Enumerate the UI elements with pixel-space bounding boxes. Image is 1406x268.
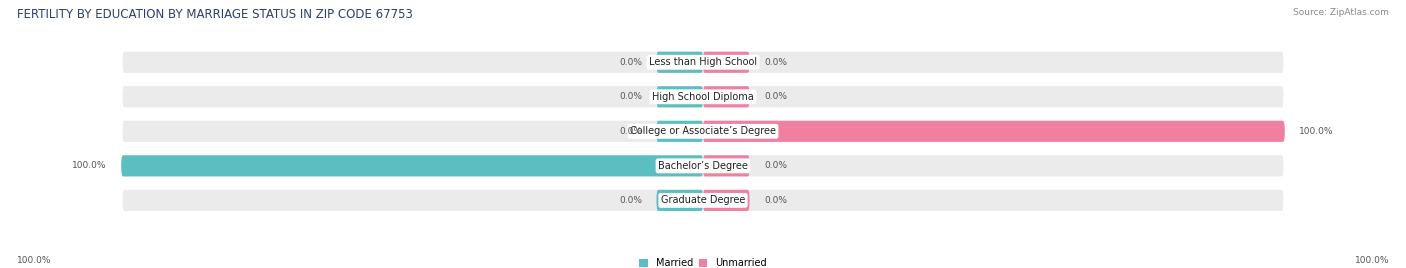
FancyBboxPatch shape [121,85,1285,109]
Text: FERTILITY BY EDUCATION BY MARRIAGE STATUS IN ZIP CODE 67753: FERTILITY BY EDUCATION BY MARRIAGE STATU… [17,8,413,21]
FancyBboxPatch shape [703,52,749,73]
FancyBboxPatch shape [703,190,749,211]
Legend: Married, Unmarried: Married, Unmarried [640,258,766,268]
FancyBboxPatch shape [703,86,749,107]
FancyBboxPatch shape [121,119,1285,143]
FancyBboxPatch shape [657,190,703,211]
Text: 100.0%: 100.0% [1299,127,1334,136]
Text: 0.0%: 0.0% [763,196,787,205]
Text: Source: ZipAtlas.com: Source: ZipAtlas.com [1294,8,1389,17]
Text: 0.0%: 0.0% [763,58,787,67]
FancyBboxPatch shape [121,154,1285,178]
FancyBboxPatch shape [657,86,703,107]
Text: College or Associate’s Degree: College or Associate’s Degree [630,126,776,136]
Text: 0.0%: 0.0% [619,92,643,101]
FancyBboxPatch shape [703,121,1285,142]
FancyBboxPatch shape [657,52,703,73]
FancyBboxPatch shape [657,121,703,142]
Text: 0.0%: 0.0% [763,92,787,101]
FancyBboxPatch shape [121,155,703,176]
FancyBboxPatch shape [703,155,749,176]
Text: 0.0%: 0.0% [619,58,643,67]
Text: Bachelor’s Degree: Bachelor’s Degree [658,161,748,171]
Text: 0.0%: 0.0% [619,127,643,136]
Text: Graduate Degree: Graduate Degree [661,195,745,205]
Text: Less than High School: Less than High School [650,57,756,67]
Text: 100.0%: 100.0% [1354,256,1389,265]
Text: 0.0%: 0.0% [763,161,787,170]
FancyBboxPatch shape [121,50,1285,74]
Text: 0.0%: 0.0% [619,196,643,205]
Text: 100.0%: 100.0% [72,161,107,170]
FancyBboxPatch shape [121,188,1285,212]
Text: High School Diploma: High School Diploma [652,92,754,102]
Text: 100.0%: 100.0% [17,256,52,265]
